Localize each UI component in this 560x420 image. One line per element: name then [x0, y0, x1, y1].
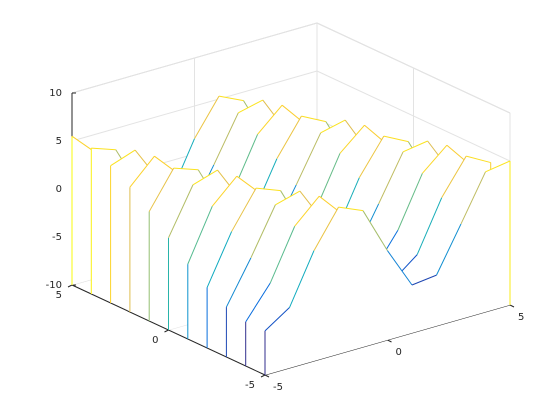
curve-segment	[206, 231, 233, 288]
tick-mark	[164, 329, 169, 333]
z-tick-label: -10	[46, 280, 62, 291]
curve-segment	[91, 147, 116, 151]
curve-segment	[402, 140, 428, 153]
curve-segment	[416, 197, 443, 255]
curve-segment	[148, 167, 175, 212]
curve-segment	[187, 206, 213, 265]
y-tick-label: 5	[56, 290, 62, 301]
curve-segment	[238, 99, 264, 114]
curve-segment	[194, 95, 220, 139]
curve-segment	[276, 115, 302, 159]
x-tick-label: 0	[396, 347, 402, 358]
curve-segment	[294, 195, 320, 227]
curve-segment	[275, 190, 301, 206]
y-tick-label: 0	[152, 335, 158, 346]
curve-segment	[192, 169, 218, 186]
curve-segment	[211, 175, 238, 207]
curve-segment	[129, 155, 155, 188]
curve-segment	[225, 257, 252, 308]
y-tick-label: -5	[245, 380, 255, 391]
curve-segment	[436, 223, 462, 276]
tick-mark	[67, 284, 73, 288]
curve-segment	[168, 184, 194, 239]
grid-line	[71, 22, 318, 94]
curve-segment	[378, 151, 404, 205]
curve-segment	[245, 282, 271, 323]
x-tick-label: 5	[518, 312, 524, 323]
z-tick-label: 10	[49, 88, 62, 99]
curve-segment	[173, 167, 199, 171]
curve-segment	[110, 149, 136, 167]
x-tick-label: -5	[273, 382, 283, 393]
curve-segment	[218, 95, 244, 102]
curve-segment	[358, 135, 385, 178]
curve-segment	[362, 210, 388, 251]
curve-segment	[301, 115, 327, 123]
curve-segment	[422, 144, 448, 174]
curve-segment	[466, 155, 491, 164]
curtain	[265, 161, 510, 375]
z-tick-label: 0	[56, 184, 62, 195]
tick-mark	[509, 304, 515, 308]
curve-segment	[485, 160, 511, 173]
curve-segment	[256, 187, 281, 192]
curve-segment	[339, 124, 365, 154]
grid-line	[316, 22, 511, 114]
curve-segment	[295, 132, 322, 186]
tick-mark	[387, 339, 392, 343]
curve-segment	[231, 187, 257, 232]
curve-segment	[397, 173, 423, 231]
z-tick-label: -5	[52, 232, 62, 243]
curve-segment	[320, 119, 346, 134]
curve-segment	[313, 206, 339, 251]
curve-segment	[441, 155, 467, 198]
curve-segment	[289, 250, 315, 308]
curve-segment	[250, 204, 276, 259]
curve-segment	[213, 112, 239, 166]
curve-segment	[338, 206, 364, 212]
curve-segment	[460, 171, 486, 225]
curve-segment	[264, 307, 290, 332]
grid-line	[316, 70, 511, 162]
tick-mark	[264, 374, 270, 378]
tick-mark	[260, 374, 266, 378]
curve-segment	[411, 274, 437, 286]
curve-segment	[387, 250, 413, 286]
grid-line	[71, 70, 318, 142]
curve-segment	[269, 226, 296, 284]
curve-segment	[383, 135, 409, 143]
z-tick-label: 5	[56, 136, 62, 147]
curve-segment	[257, 104, 283, 135]
